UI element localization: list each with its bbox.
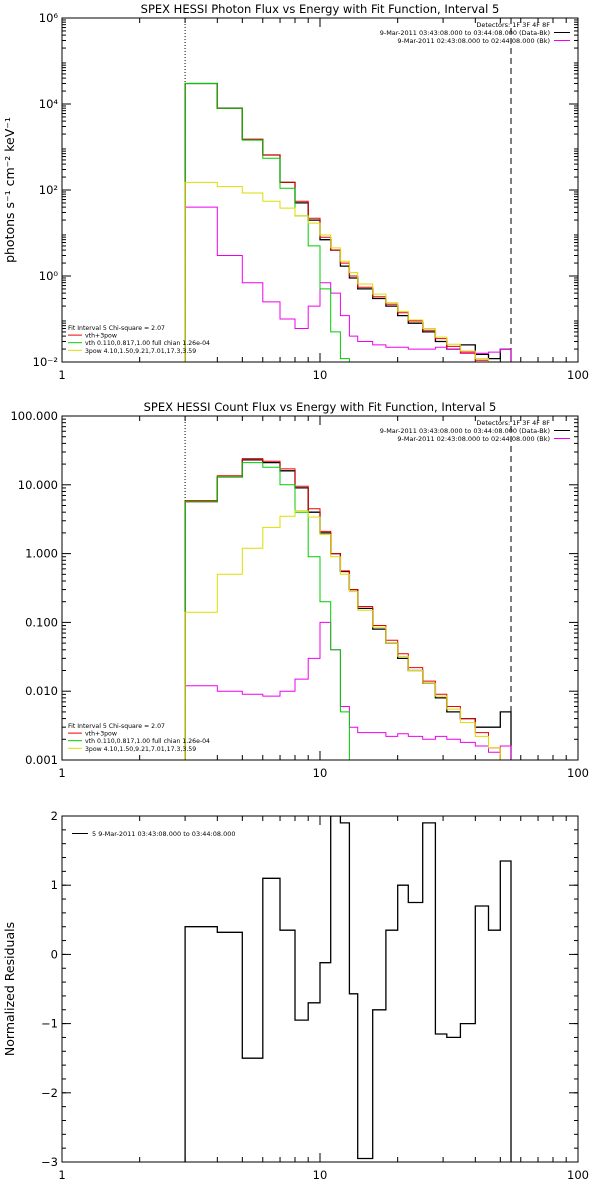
chart-3: 1 10 100 −3 −2 −1 0 1 2 Normalized Residuals 5 9-M… <box>2 809 589 1182</box>
y-tick-label: 10² <box>39 183 58 197</box>
y-tick-label: 0.100 <box>25 615 58 629</box>
plot-frame <box>61 815 579 1163</box>
series-bk <box>184 621 512 760</box>
legend-bottom-entry: 3pow 4.10,1.50,9.21,7.01,17.3,3.59 <box>85 746 196 753</box>
legend-bottom-entry: Fit Interval 5 Chi-square = 2.07 <box>68 723 165 730</box>
x-tick-label: 100 <box>567 368 589 382</box>
series-vth <box>184 83 350 362</box>
x-tick-label: 10 <box>313 1168 328 1182</box>
x-tick-label: 1 <box>58 766 65 780</box>
y-tick-label: 10⁻² <box>33 355 58 369</box>
chart-title: SPEX HESSI Count Flux vs Energy with Fit… <box>144 400 497 414</box>
series-vth-3pow <box>184 83 512 362</box>
legend-bottom-entry: vth+3pow <box>85 333 117 340</box>
x-tick-label: 1 <box>58 1168 65 1182</box>
legend-top-entry: 9-Mar-2011 02:43:08.000 to 02:44:08.000 … <box>397 435 550 443</box>
y-axis-label: Normalized Residuals <box>2 922 17 1056</box>
legend-top-entry: 9-Mar-2011 03:43:08.000 to 03:44:08.000 … <box>380 427 550 435</box>
legend-bottom-entry: vth 0.110,0.817,1.00 full chian 1.26e-04 <box>85 738 210 745</box>
plot-frame <box>61 415 579 761</box>
chart-title: SPEX HESSI Photon Flux vs Energy with Fi… <box>141 2 500 16</box>
legend-top-entry: 9-Mar-2011 03:43:08.000 to 03:44:08.000 … <box>380 29 550 37</box>
y-tick-label: 0.001 <box>25 753 58 767</box>
x-tick-label: 10 <box>313 368 328 382</box>
series-vth <box>184 462 358 760</box>
y-axis-label: photons s⁻¹ cm⁻² keV⁻¹ <box>2 117 17 263</box>
series-bk <box>184 206 512 362</box>
y-tick-label: 100.000 <box>10 409 58 423</box>
y-tick-label: 10⁶ <box>39 11 59 25</box>
legend-top-entry: Detectors: 1F 3F 4F 8F <box>476 21 550 29</box>
legend-top-entry: 9-Mar-2011 02:43:08.000 to 02:44:08.000 … <box>397 37 550 45</box>
y-tick-label: −3 <box>41 1155 58 1169</box>
x-tick-label: 100 <box>567 766 589 780</box>
legend-entry: 5 9-Mar-2011 03:43:08.000 to 03:44:08.00… <box>92 830 235 838</box>
y-tick-label: 10⁴ <box>39 97 59 111</box>
y-tick-label: 1.000 <box>25 547 58 561</box>
series-3pow <box>184 181 512 362</box>
series-vth-3pow <box>184 458 511 760</box>
legend-bottom-entry: 3pow 4.10,1.50,9.21,7.01,17.3,3.59 <box>85 348 196 355</box>
x-tick-label: 100 <box>567 1168 589 1182</box>
legend-bottom-entry: Fit Interval 5 Chi-square = 2.07 <box>68 325 165 332</box>
series-data-bk <box>184 459 512 760</box>
chart-1: SPEX HESSI Photon Flux vs Energy with Fi… <box>2 2 589 382</box>
y-tick-label: −1 <box>41 1017 58 1031</box>
y-tick-label: 2 <box>51 809 58 823</box>
y-tick-label: 0.010 <box>25 684 58 698</box>
series-data-bk <box>184 82 512 362</box>
legend-bottom-entry: vth 0.110,0.817,1.00 full chian 1.26e-04 <box>85 340 210 347</box>
x-tick-label: 10 <box>313 766 328 780</box>
legend-top-entry: Detectors: 1F 3F 4F 8F <box>476 419 550 427</box>
chart-2: SPEX HESSI Count Flux vs Energy with Fit… <box>10 400 589 780</box>
series-5 <box>184 816 512 1162</box>
plot-frame <box>61 17 579 363</box>
y-tick-label: 0 <box>51 947 58 961</box>
x-tick-label: 1 <box>58 368 65 382</box>
y-tick-label: 1 <box>51 878 58 892</box>
legend-bottom-entry: vth+3pow <box>85 731 117 738</box>
y-tick-label: 10⁰ <box>39 269 59 283</box>
series-3pow <box>184 510 511 760</box>
y-tick-label: 10.000 <box>18 478 58 492</box>
y-tick-label: −2 <box>41 1086 58 1100</box>
